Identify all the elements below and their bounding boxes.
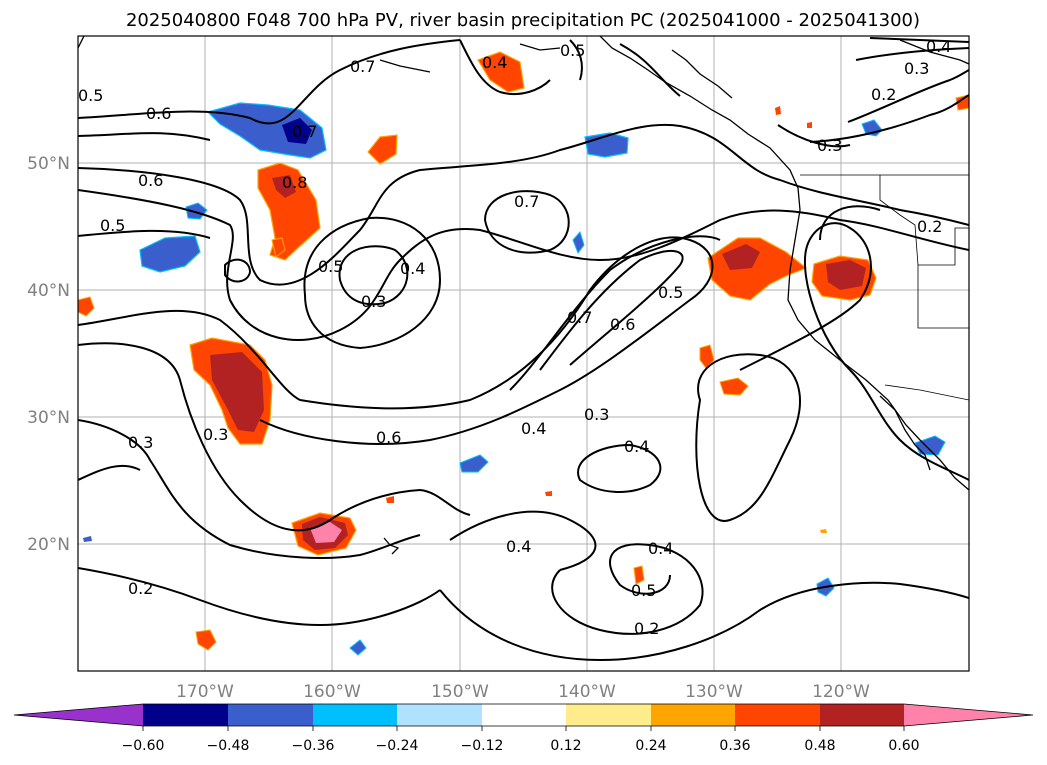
colorbar-tick-label: −0.24 <box>376 738 419 754</box>
contour-label: 0.8 <box>282 173 307 192</box>
contour-label: 0.4 <box>400 259 425 278</box>
colorbar-tick-label: 0.24 <box>635 738 666 754</box>
longitude-labels: 170°W 160°W 150°W 140°W 130°W 120°W <box>176 682 870 702</box>
contour-label: 0.6 <box>376 428 401 447</box>
political-borders <box>800 174 969 401</box>
contour-label: 0.2 <box>128 579 153 598</box>
contour-label: 0.4 <box>521 419 546 438</box>
figure-title: 2025040800 F048 700 hPa PV, river basin … <box>126 10 920 31</box>
colorbar-extend-low <box>14 704 143 726</box>
contour-label: 0.3 <box>203 425 228 444</box>
contour-label: 0.4 <box>926 37 951 56</box>
lon-label: 120°W <box>812 682 870 702</box>
colorbar-tick-label: 0.48 <box>804 738 835 754</box>
contour-label: 0.4 <box>624 437 649 456</box>
coastlines <box>78 36 969 555</box>
contour-labels: 0.7 0.5 0.4 0.3 0.2 0.6 0.7 0.6 0.8 0.5 … <box>78 37 951 638</box>
lon-label: 130°W <box>685 682 743 702</box>
contour-label: 0.2 <box>871 85 896 104</box>
contour-label: 0.5 <box>560 41 585 60</box>
contour-label: 0.2 <box>634 619 659 638</box>
contour-label: 0.5 <box>318 257 343 276</box>
lon-label: 160°W <box>303 682 361 702</box>
contour-label: 0.4 <box>648 539 673 558</box>
contour-label: 0.4 <box>506 537 531 556</box>
contour-label: 0.6 <box>146 104 171 123</box>
map-frame <box>77 35 970 672</box>
colorbar-segment <box>566 704 651 726</box>
colorbar-tick-label: 0.12 <box>550 738 581 754</box>
latitude-labels: 50°N 40°N 30°N 20°N <box>27 154 70 555</box>
contour-label: 0.5 <box>658 283 683 302</box>
contour-label: 0.7 <box>350 57 375 76</box>
colorbar-segment <box>651 704 735 726</box>
contour-label: 0.2 <box>917 217 942 236</box>
contour-label: 0.6 <box>610 315 635 334</box>
lat-label: 20°N <box>27 535 70 555</box>
lon-label: 150°W <box>431 682 489 702</box>
colorbar-segment <box>143 704 228 726</box>
colorbar-segment <box>735 704 820 726</box>
colorbar-tick-label: −0.12 <box>461 738 504 754</box>
contour-label: 0.3 <box>584 405 609 424</box>
lat-label: 50°N <box>27 154 70 174</box>
colorbar-tick-label: −0.60 <box>122 738 165 754</box>
pv-contours <box>78 37 969 662</box>
contour-label: 0.3 <box>904 59 929 78</box>
lon-label: 140°W <box>558 682 616 702</box>
contour-label: 0.3 <box>128 433 153 452</box>
colorbar: −0.60 −0.48 −0.36 −0.24 −0.12 0.12 0.24 … <box>13 703 1034 754</box>
contour-label: 0.5 <box>100 216 125 235</box>
colorbar-segment <box>482 704 566 726</box>
contour-label: 0.7 <box>514 192 539 211</box>
colorbar-extend-high <box>904 704 1033 726</box>
colorbar-tick-label: 0.60 <box>888 738 919 754</box>
contour-label: 0.4 <box>482 53 507 72</box>
contour-label: 0.7 <box>292 122 317 141</box>
map-panel: 0.7 0.5 0.4 0.3 0.2 0.6 0.7 0.6 0.8 0.5 … <box>77 35 970 672</box>
colorbar-tick-label: 0.36 <box>719 738 750 754</box>
contour-label: 0.5 <box>78 86 103 105</box>
contour-label: 0.3 <box>361 292 386 311</box>
contour-label: 0.6 <box>138 171 163 190</box>
lon-label: 170°W <box>176 682 234 702</box>
colorbar-segment <box>820 704 904 726</box>
colorbar-segment <box>313 704 397 726</box>
lat-label: 40°N <box>27 281 70 301</box>
contour-label: 0.3 <box>817 136 842 155</box>
contour-label: 0.7 <box>567 308 592 327</box>
colorbar-tick-label: −0.48 <box>207 738 250 754</box>
colorbar-tick-label: −0.36 <box>292 738 335 754</box>
colorbar-segment <box>397 704 482 726</box>
colorbar-segment <box>228 704 313 726</box>
contour-label: 0.5 <box>631 581 656 600</box>
lat-label: 30°N <box>27 408 70 428</box>
